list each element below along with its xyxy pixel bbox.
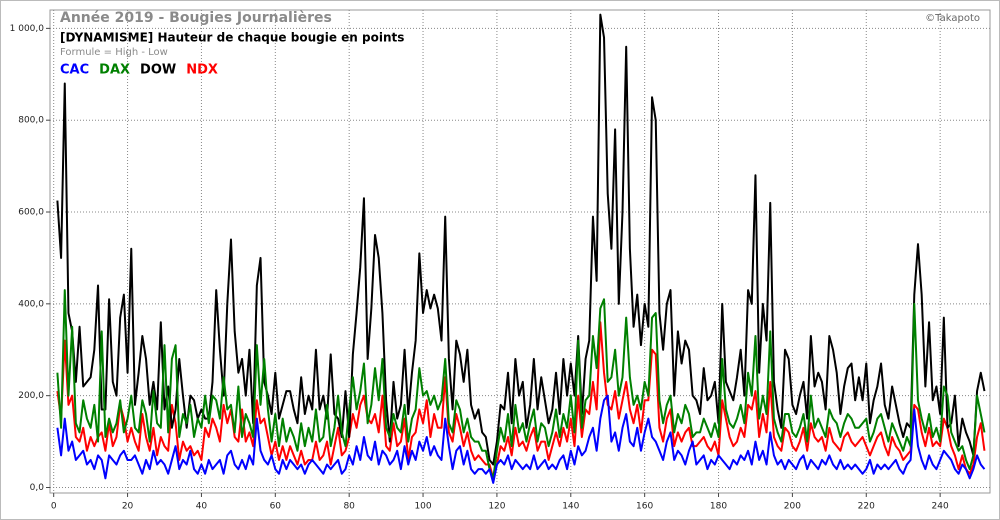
x-tick-label: 80 — [343, 502, 355, 512]
y-tick-label: 400,0 — [18, 299, 44, 309]
x-tick-label: 240 — [932, 502, 949, 512]
series-line — [56, 321, 986, 480]
y-tick-label: 200,0 — [18, 391, 44, 401]
x-tick-label: 0 — [51, 502, 57, 512]
series-line — [56, 289, 986, 480]
chart-title: Année 2019 - Bougies Journalières — [60, 10, 332, 26]
legend-entry: CAC — [60, 63, 89, 78]
y-tick-label: 0,0 — [30, 483, 45, 493]
x-tick-label: 160 — [636, 502, 653, 512]
series-line — [56, 394, 986, 484]
x-tick-label: 60 — [270, 502, 282, 512]
x-tick-label: 20 — [122, 502, 134, 512]
x-tick-label: 100 — [414, 502, 431, 512]
series-line — [56, 13, 986, 466]
legend: CAC DAX DOW NDX — [60, 63, 218, 78]
plot-frame — [49, 9, 991, 494]
x-tick-label: 180 — [710, 502, 727, 512]
credit: ©Takapoto — [925, 13, 980, 24]
y-tick-label: 800,0 — [18, 116, 44, 126]
x-tick-label: 200 — [784, 502, 801, 512]
x-tick-label: 140 — [562, 502, 579, 512]
legend-entry: NDX — [186, 63, 218, 78]
legend-entry: DOW — [140, 63, 176, 78]
chart-subtitle: [DYNAMISME] Hauteur de chaque bougie en … — [60, 31, 404, 45]
x-tick-label: 220 — [858, 502, 875, 512]
y-tick-label: 1 000,0 — [10, 24, 45, 34]
x-tick-label: 40 — [196, 502, 208, 512]
legend-entry: DAX — [99, 63, 130, 78]
lines — [56, 13, 986, 484]
formula-note: Formule = High - Low — [60, 47, 168, 58]
x-tick-label: 120 — [488, 502, 505, 512]
y-tick-label: 600,0 — [18, 208, 44, 218]
